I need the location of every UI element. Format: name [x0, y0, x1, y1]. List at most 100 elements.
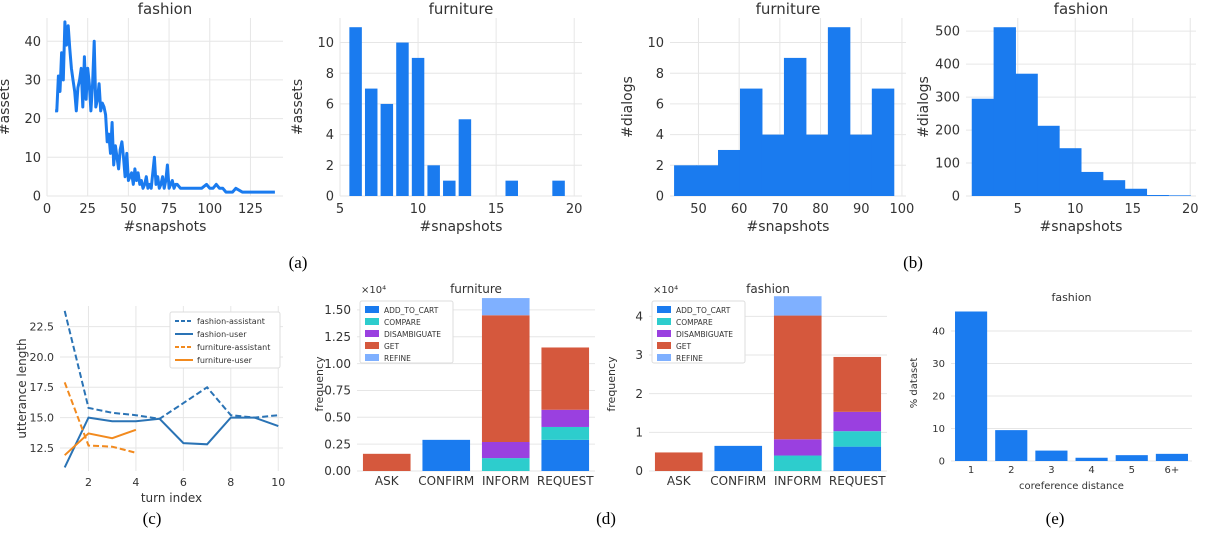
- histogram-bar: [718, 149, 741, 196]
- x-tick-label: 125: [238, 202, 263, 217]
- y-axis-label: #dialogs: [916, 76, 932, 138]
- y-tick-label: 3: [635, 348, 643, 362]
- legend: ADD_TO_CART COMPARE DISAMBIGUATE GET REFINE: [359, 300, 454, 364]
- stacked-bar-segment: [541, 347, 590, 410]
- stacked-bar-segment: [773, 439, 822, 456]
- histogram-bar: [1059, 148, 1082, 196]
- y-tick-label: 300: [935, 91, 960, 106]
- histogram-bar: [805, 134, 829, 196]
- legend-label: COMPARE: [676, 318, 713, 327]
- bar: [443, 180, 456, 196]
- histogram-bar: [1102, 180, 1126, 196]
- histogram-bar: [696, 165, 719, 196]
- y-tick-label: 0.50: [324, 410, 351, 424]
- bar: [1075, 457, 1108, 461]
- histogram-bar: [1146, 195, 1169, 196]
- legend-label: GET: [676, 342, 692, 351]
- y-tick-label: 200: [935, 124, 960, 139]
- y-axis-label: % dataset: [909, 358, 920, 409]
- x-tick-label: 10: [1067, 202, 1084, 217]
- chart-title: furniture: [756, 0, 821, 18]
- stacked-bar-segment: [833, 356, 882, 412]
- bar: [364, 88, 378, 196]
- y-tick-label: 30: [24, 73, 41, 88]
- bar: [396, 42, 409, 196]
- y-tick-label: 0: [939, 457, 945, 468]
- histogram-bar: [783, 57, 807, 197]
- y-tick-label: 0.25: [324, 437, 351, 451]
- x-axis-label: #snapshots: [1040, 219, 1123, 235]
- x-tick-label: 10: [271, 476, 285, 489]
- bar: [1035, 450, 1068, 461]
- x-tick-label: 75: [161, 202, 178, 217]
- histogram-bar: [871, 88, 895, 196]
- chart-d2: 0 1 2 3 4 ASK CONFIRM INFORM REQUEST ×10⁴ ADD_TO_C…: [605, 282, 887, 488]
- y-tick-label: 4: [656, 128, 664, 143]
- x-tick-label: 6: [180, 476, 187, 489]
- stacked-bar-segment: [833, 411, 882, 432]
- y-multiplier: ×10⁴: [653, 285, 678, 296]
- y-tick-label: 10: [24, 151, 41, 166]
- x-tick-label: CONFIRM: [710, 474, 766, 488]
- bar: [1115, 455, 1148, 461]
- x-tick-label: INFORM: [774, 474, 822, 488]
- x-tick-label: 90: [853, 202, 870, 217]
- x-tick-label: 50: [120, 202, 137, 217]
- legend-swatch: [365, 306, 379, 313]
- y-tick-label: 40: [24, 35, 41, 50]
- legend-frame: [651, 300, 746, 364]
- stacked-bar-segment: [481, 315, 530, 442]
- x-tick-label: 80: [812, 202, 829, 217]
- stacked-bar-segment: [541, 426, 590, 440]
- chart-c: 12.5 15.0 17.5 20.0 22.5 2 4 6 8 10 fashion-assist…: [15, 306, 285, 505]
- legend-frame: [169, 311, 281, 369]
- y-tick-label: 15.0: [30, 411, 55, 424]
- legend-label: furniture-user: [197, 356, 253, 365]
- stacked-bar-segment: [541, 409, 590, 427]
- stacked-bar-segment: [833, 431, 882, 447]
- y-tick-label: 2: [656, 159, 664, 174]
- y-tick-label: 6: [326, 97, 334, 112]
- x-tick-label: 20: [1182, 202, 1199, 217]
- legend-label: REFINE: [676, 354, 703, 363]
- x-tick-label: ASK: [667, 474, 692, 488]
- stacked-bar-segment: [773, 455, 822, 471]
- histogram-bar: [1037, 125, 1060, 196]
- stacked-bar-segment: [481, 442, 530, 459]
- y-tick-label: 10: [317, 36, 334, 51]
- chart-title: fashion: [138, 0, 193, 18]
- histogram-bar: [761, 134, 785, 196]
- x-tick-label: REQUEST: [829, 474, 886, 488]
- x-tick-label: 8: [227, 476, 234, 489]
- x-tick-label: 100: [197, 202, 222, 217]
- y-tick-label: 4: [326, 128, 334, 143]
- stacked-bar-segment: [773, 315, 822, 440]
- y-tick-label: 0: [635, 464, 643, 478]
- legend-swatch: [365, 354, 379, 361]
- x-tick-label: 60: [731, 202, 748, 217]
- legend-swatch: [365, 342, 379, 349]
- stacked-bar-segment: [481, 298, 530, 316]
- chart-title: fashion: [746, 282, 790, 296]
- y-tick-label: 1.50: [324, 303, 351, 317]
- y-tick-label: 1: [635, 426, 643, 440]
- bar: [505, 180, 518, 196]
- y-tick-label: 2: [635, 387, 643, 401]
- y-axis-label: #dialogs: [620, 76, 636, 138]
- legend-label: fashion-assistant: [197, 317, 265, 326]
- stacked-bar-segment: [714, 445, 763, 471]
- chart-d1: 0.00 0.25 0.50 0.75 1.00 1.25 1.50 ASK CONFIRM IN…: [313, 282, 595, 488]
- chart-title: fashion: [1054, 0, 1109, 18]
- legend: ADD_TO_CART COMPARE DISAMBIGUATE GET REFINE: [651, 300, 746, 364]
- legend-label: fashion-user: [197, 330, 247, 339]
- histogram-bar: [1124, 188, 1148, 196]
- histogram-bar: [849, 134, 873, 196]
- x-tick-label: 100: [890, 202, 915, 217]
- bar: [411, 57, 425, 197]
- y-tick-label: 400: [935, 58, 960, 73]
- legend-swatch: [657, 306, 671, 313]
- x-tick-label: 2: [1008, 465, 1014, 476]
- caption-b: (b): [903, 253, 923, 272]
- y-tick-label: 1.00: [324, 357, 351, 371]
- x-tick-label: 4: [132, 476, 139, 489]
